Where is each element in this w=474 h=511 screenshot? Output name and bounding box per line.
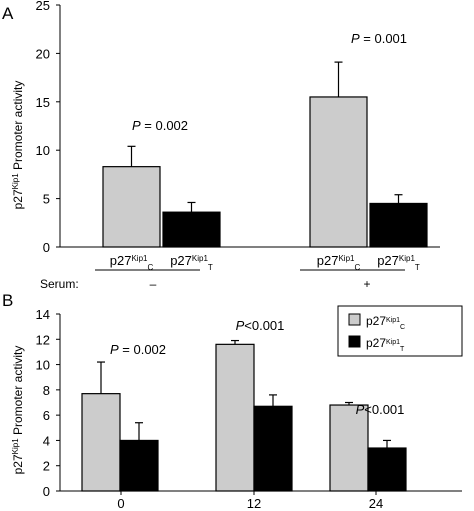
panel-a-y-tick-label: 25 <box>36 0 50 13</box>
panel-b-bar <box>329 404 369 492</box>
serum-plus: + <box>363 277 370 291</box>
panel-a-y-tick-label: 10 <box>36 143 50 158</box>
svg-text:p27Kip1 Promoter activity: p27Kip1 Promoter activity <box>11 346 26 475</box>
panel-b-y-tick-label: 0 <box>43 484 50 499</box>
legend-label: p27Kip1T <box>366 336 405 353</box>
panel-b-label: B <box>2 291 13 310</box>
panel-a-category-label: p27Kip1C <box>317 253 361 272</box>
panel-b-y-tick-label: 12 <box>36 332 50 347</box>
svg-text:p27Kip1 Promoter activity: p27Kip1 Promoter activity <box>11 81 26 210</box>
panel-b-bar <box>253 405 293 492</box>
panel-b-bar <box>215 343 255 492</box>
panel-a-bar <box>309 96 368 248</box>
panel-b-bar <box>81 393 121 492</box>
panel-b-x-tick-label: 24 <box>369 496 383 511</box>
panel-b-y-axis-label: p27Kip1 Promoter activity <box>11 346 26 475</box>
panel-b-pvalue-1: P = 0.002 <box>110 342 166 357</box>
panel-a-pvalue-2: P = 0.001 <box>351 31 407 46</box>
panel-a-y-tick-label: 0 <box>43 240 50 255</box>
panel-b-x-tick-label: 0 <box>117 496 124 511</box>
panel-a-chart: 0 5 10 15 20 25 p27Kip1C p27Kip1T p27Kip1C p27Kip… <box>36 0 428 272</box>
panel-a-category-label: p27Kip1T <box>170 253 213 272</box>
panel-b-bar <box>367 447 407 492</box>
panel-b-bar <box>119 439 159 492</box>
legend-label: p27Kip1C <box>366 314 405 331</box>
panel-a-category-label: p27Kip1C <box>110 253 154 272</box>
panel-b-y-tick-label: 4 <box>43 433 50 448</box>
serum-label: Serum: <box>40 277 79 291</box>
panel-a-category-label: p27Kip1T <box>377 253 420 272</box>
panel-b-y-tick-label: 6 <box>43 408 50 423</box>
panel-a-label: A <box>2 4 14 23</box>
panel-a-y-axis-label: p27Kip1 Promoter activity <box>11 81 26 210</box>
panel-b-x-tick-label: 12 <box>247 496 261 511</box>
panel-b-y-tick-label: 14 <box>36 307 50 322</box>
panel-a-bar <box>369 202 428 248</box>
panel-a-pvalue-1: P = 0.002 <box>132 118 188 133</box>
panel-a-bar <box>102 166 161 248</box>
panel-a-y-tick-label: 15 <box>36 95 50 110</box>
panel-b-y-tick-label: 10 <box>36 358 50 373</box>
panel-a-y-tick-label: 5 <box>43 192 50 207</box>
panel-b-pvalue-2: P<0.001 <box>236 318 285 333</box>
legend-swatch <box>348 335 361 348</box>
panel-b-y-tick-label: 2 <box>43 459 50 474</box>
panel-a-bar <box>162 211 221 248</box>
panel-a-y-tick-label: 20 <box>36 46 50 61</box>
panel-b-y-tick-label: 8 <box>43 383 50 398</box>
serum-minus: – <box>150 277 157 291</box>
legend-swatch <box>348 313 361 326</box>
panel-b-pvalue-3: P<0.001 <box>356 402 405 417</box>
